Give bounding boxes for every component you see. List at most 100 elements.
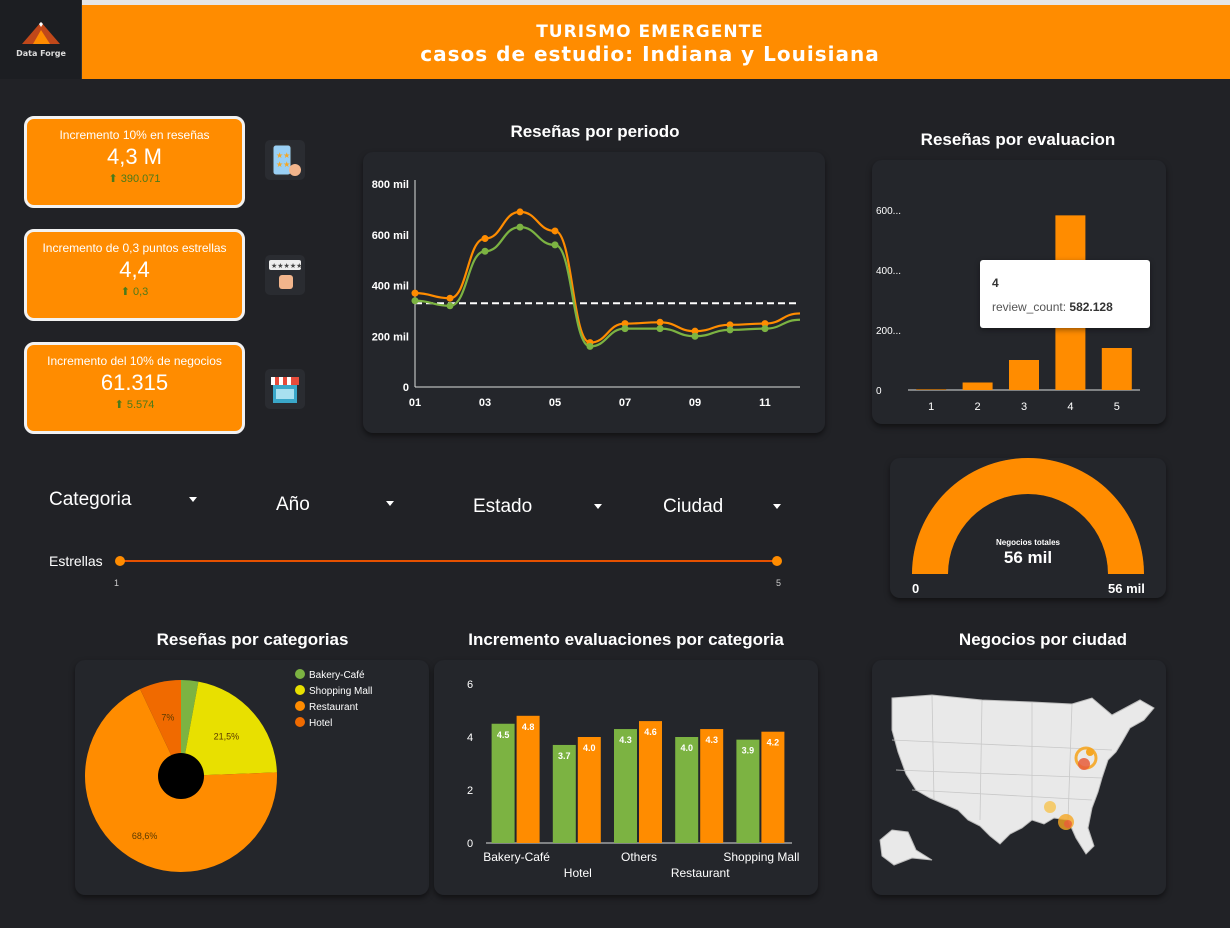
y-tick-label: 400 mil [372,281,409,293]
legend-marker [295,669,305,679]
data-point [656,318,664,326]
y-tick-label: 2 [467,785,473,797]
increment-chart-title: Incremento evaluaciones por categoria [468,630,784,649]
x-tick-label: 03 [479,397,491,409]
pie-slice [181,681,277,776]
dashboard-title: TURISMO EMERGENTE casos de estudio: Indi… [300,21,1000,65]
data-point [586,342,594,350]
increment-bar [577,737,601,843]
data-point [691,327,699,335]
estrellas-slider-min-handle[interactable] [115,556,125,566]
x-tick-label: 07 [619,397,631,409]
legend-marker [295,701,305,711]
data-point [481,247,489,255]
bar-value-label: 4.0 [583,743,596,753]
data-point [621,325,629,333]
usa-map[interactable] [872,660,1166,895]
gauge-max: 56 mil [1108,581,1145,596]
thumbs-up-rating-icon: ★★★★★ [265,255,305,295]
gauge-card: Negocios totales 56 mil 0 56 mil [890,458,1166,598]
x-tick-label: 1 [928,401,934,413]
increment-bar [761,731,785,843]
bar-value-label: 4.3 [619,735,632,745]
bar-value-label: 3.7 [558,751,571,761]
x-tick-label: 11 [759,397,771,409]
chart-tooltip: 4 review_count: 582.128 [980,260,1150,328]
data-point [551,227,559,235]
kpi-label: Incremento 10% en reseñas [59,128,210,142]
storefront-icon [265,369,305,409]
alaska-shape [879,829,933,866]
increment-bar [552,744,576,843]
kpi-card-stars: Incremento de 0,3 puntos estrellas 4,4 ⬆… [24,229,245,321]
mountain-logo-icon [22,22,60,44]
bar-value-label: 4.0 [680,743,693,753]
period-line-chart: 0 200 mil 400 mil 600 mil 800 mil 01 03 05 07 09 1… [372,179,801,409]
x-tick-label: 5 [1114,401,1120,413]
estado-dropdown-label[interactable]: Estado [473,496,533,517]
y-tick-label: 600... [876,206,901,217]
rating-bar [962,382,993,390]
chevron-down-icon[interactable] [386,501,394,506]
title-line-2: casos de estudio: Indiana y Louisiana [420,42,880,66]
tooltip-row: review_count: 582.128 [992,300,1113,314]
ciudad-dropdown-label[interactable]: Ciudad [663,496,724,517]
x-tick-label: 01 [409,397,421,409]
increment-bar-chart: 0 2 4 6 4.5 4.8 Bakery-Café 3.7 4.0 Hotel 4.3 4.6 Ot… [467,679,799,880]
estrellas-slider-max-handle[interactable] [772,556,782,566]
increment-bar [516,715,540,843]
estrellas-slider-track[interactable] [120,560,777,562]
chevron-down-icon[interactable] [773,504,781,509]
usa-map-shape [891,694,1155,855]
legend-label: Restaurant [309,702,358,713]
increment-bar [491,723,515,843]
kpi-delta: ⬆ 5.574 [114,399,155,411]
svg-text:★★: ★★ [276,151,290,160]
bar-value-label: 4.6 [644,727,657,737]
gauge-min: 0 [912,581,920,596]
y-tick-label: 0 [876,386,882,397]
x-tick-label: 2 [975,401,981,413]
bar-value-label: 4.8 [522,722,535,732]
data-point [691,332,699,340]
title-line-1: TURISMO EMERGENTE [536,22,764,42]
data-point [656,325,664,333]
y-tick-label: 200 mil [372,331,409,343]
bar-value-label: 3.9 [742,746,755,756]
anio-dropdown-label[interactable]: Año [276,494,310,515]
tooltip-key: review_count: [992,300,1067,314]
svg-text:★★: ★★ [276,160,290,169]
x-tick-label: Restaurant [671,866,730,880]
data-point [411,297,419,305]
chevron-down-icon[interactable] [189,497,197,502]
kpi-card-reviews: Incremento 10% en reseñas 4,3 M ⬆ 390.07… [24,116,245,208]
categoria-dropdown-label[interactable]: Categoria [49,489,132,510]
rating-chart-title: Reseñas por evaluacion [920,130,1116,149]
y-tick-label: 200... [876,326,901,337]
kpi-value: 4,4 [119,257,150,282]
period-chart-card: 0 200 mil 400 mil 600 mil 800 mil 01 03 05 07 09 1… [363,152,825,433]
businesses-gauge [912,458,1144,574]
data-point [621,320,629,328]
x-tick-label: Hotel [564,866,592,880]
y-tick-label: 400... [876,266,901,277]
data-point [761,320,769,328]
kpi-value: 4,3 M [106,144,163,169]
x-tick-label: 4 [1067,401,1073,413]
logo: Data Forge [0,0,82,79]
pie-slice [140,680,181,776]
data-point [726,326,734,334]
kpi-label: Incremento de 0,3 puntos estrellas [42,241,227,255]
slice-value-label: 68,6% [132,831,158,841]
rating-bar [916,389,947,390]
chevron-down-icon[interactable] [594,504,602,509]
y-tick-label: 800 mil [372,179,409,191]
slice-value-label: 21,5% [214,732,240,742]
x-tick-label: Bakery-Café [483,850,550,864]
rating-bar [1009,360,1039,390]
increment-chart-card: 0 2 4 6 4.5 4.8 Bakery-Café 3.7 4.0 Hotel 4.3 4.6 Ot… [434,660,818,895]
data-point [761,325,769,333]
data-point [726,321,734,329]
map-title: Negocios por ciudad [958,630,1128,649]
data-point [481,235,489,243]
